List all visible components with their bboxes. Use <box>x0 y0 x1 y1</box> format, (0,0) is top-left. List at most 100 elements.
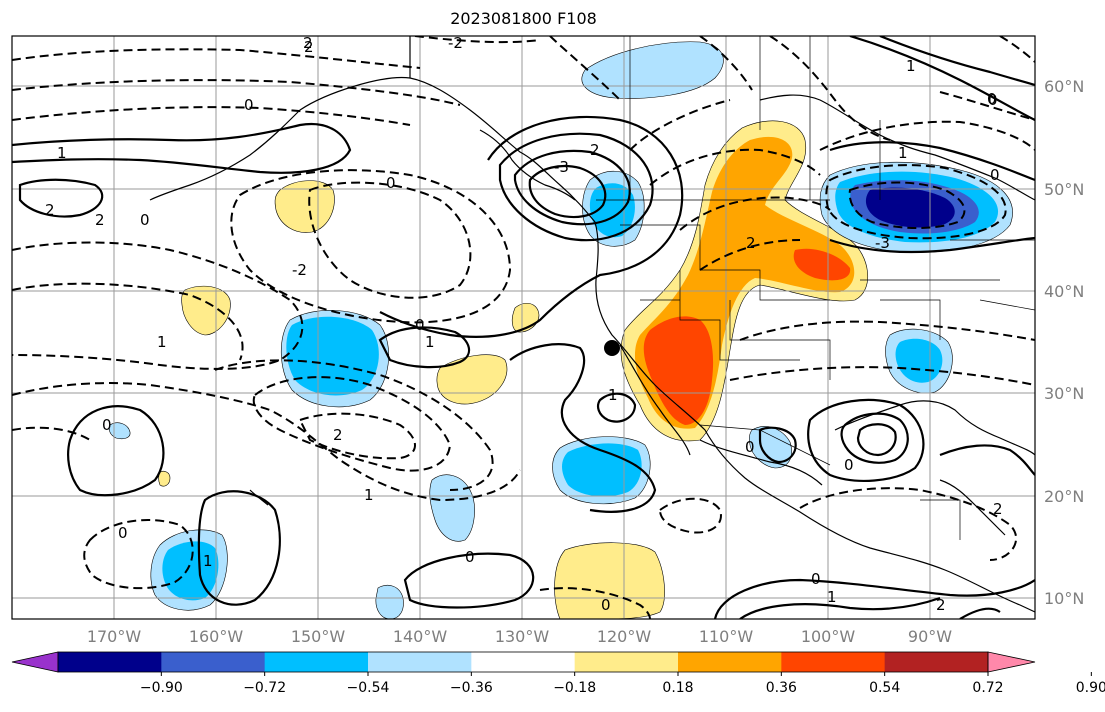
cool-anomaly-hawaii-south-core <box>162 541 219 601</box>
contour-label: 1 <box>898 144 908 162</box>
contour-line <box>758 426 797 464</box>
contour-line <box>539 587 651 619</box>
contour-label: 0 <box>987 90 997 108</box>
contour-line <box>799 487 1017 561</box>
contour-line <box>12 106 411 126</box>
colorbar-segment <box>884 652 989 672</box>
lon-label: 100°W <box>801 627 856 646</box>
colorbar-segment <box>161 652 266 672</box>
colorbar-tick-label: 0.72 <box>972 680 1003 696</box>
colorbar-tick-label: 0.36 <box>766 680 797 696</box>
map-frame <box>11 35 1036 620</box>
cool-anomaly-alaska <box>581 41 724 99</box>
colorbar-segment <box>368 652 472 672</box>
contour-line <box>597 392 637 423</box>
lon-label: 120°W <box>597 627 652 646</box>
contour-label: -2 <box>292 261 307 279</box>
colorbar-tick-label: −0.36 <box>450 680 493 696</box>
contour-line <box>807 398 925 482</box>
colorbar-tick-label: −0.90 <box>140 680 183 696</box>
contour-line <box>12 382 521 502</box>
contour-line <box>840 412 909 464</box>
contour-line <box>959 607 1001 619</box>
contour-line <box>649 148 821 186</box>
contour-label: 2 <box>303 34 313 52</box>
colorbar-segment <box>574 652 679 672</box>
contour-line <box>999 36 1035 63</box>
contour-label: 2 <box>590 141 600 159</box>
contour-label: 2 <box>993 500 1003 518</box>
lat-label: 40°N <box>1044 282 1084 301</box>
contour-line <box>509 343 657 513</box>
contour-line <box>739 320 1035 341</box>
contour-label: 1 <box>157 333 167 351</box>
contour-line <box>12 79 461 106</box>
contour-line <box>939 91 1035 121</box>
cool-anomaly-small-1 <box>429 474 475 542</box>
contour-labels: 2 -2 0 1 2 2 0 -2 0 -3 2 0 1 1 2 1 0 0 1… <box>45 34 1003 614</box>
contour-line <box>67 405 165 497</box>
contour-line <box>729 366 1035 386</box>
contour-label: 1 <box>827 588 837 606</box>
cool-anomaly-hudson-core <box>865 187 955 228</box>
contour-line <box>679 196 831 231</box>
contour-label: 1 <box>608 386 618 404</box>
location-marker <box>604 340 620 356</box>
colorbar-extend-high <box>987 651 1036 673</box>
contour-line <box>769 36 891 141</box>
contour-line <box>939 444 1035 476</box>
colorbar-tick-label: −0.54 <box>347 680 390 696</box>
longitude-labels: 170°W 160°W 150°W 140°W 130°W 120°W 110°… <box>87 627 952 646</box>
lon-label: 140°W <box>393 627 448 646</box>
contour-line <box>379 115 684 338</box>
lon-label: 90°W <box>908 627 952 646</box>
colorbar-extend-low <box>11 651 59 673</box>
contour-label: 1 <box>57 144 67 162</box>
warm-anomaly-tropics <box>554 542 665 619</box>
contour-line <box>197 490 281 606</box>
lat-label: 60°N <box>1044 77 1084 96</box>
contour-label: 2 <box>304 38 314 56</box>
contour-label: 0 <box>140 211 150 229</box>
cool-anomaly-central-pacific-core <box>286 316 379 396</box>
contour-label: 0 <box>465 548 475 566</box>
cool-anomaly-small-2-core <box>895 338 943 383</box>
contour-label: 1 <box>364 486 374 504</box>
dashed-contours <box>12 36 1035 619</box>
contour-line <box>879 36 1035 87</box>
contour-line <box>403 552 535 609</box>
latitude-labels: 60°N 50°N 40°N 30°N 20°N 10°N <box>1044 77 1084 608</box>
contour-label: 0 <box>415 316 425 334</box>
contour-line <box>230 169 512 324</box>
contour-line <box>549 36 621 101</box>
colorbar-segment <box>678 652 782 672</box>
contour-label: 0 <box>102 416 112 434</box>
contour-label: 0 <box>386 174 396 192</box>
contour-line <box>856 423 897 457</box>
contour-line <box>12 122 352 174</box>
colorbar-segment <box>471 652 576 672</box>
contour-line <box>739 596 941 619</box>
colorbar-tick-label: −0.18 <box>553 680 596 696</box>
contour-label: 0 <box>118 524 128 542</box>
contour-label: 1 <box>203 552 213 570</box>
graticule <box>12 36 1035 619</box>
contour-line <box>414 36 541 44</box>
contour-line <box>498 132 654 242</box>
lon-label: 130°W <box>495 627 550 646</box>
colorbar-tick-label: 0.18 <box>662 680 693 696</box>
lon-label: 110°W <box>699 627 754 646</box>
contour-label: 2 <box>936 596 946 614</box>
warm-anomaly-small-5 <box>158 470 171 487</box>
contour-label: 0 <box>601 596 611 614</box>
contour-line <box>713 578 1035 619</box>
colorbar-segment <box>264 652 369 672</box>
lat-label: 10°N <box>1044 589 1084 608</box>
contour-line <box>12 282 244 361</box>
colorbar-segment <box>781 652 886 672</box>
contour-line <box>308 181 472 299</box>
contour-label: -3 <box>554 158 569 176</box>
contour-label: 1 <box>906 57 916 75</box>
warm-anomaly-plains-red <box>793 248 851 281</box>
lon-label: 170°W <box>87 627 142 646</box>
